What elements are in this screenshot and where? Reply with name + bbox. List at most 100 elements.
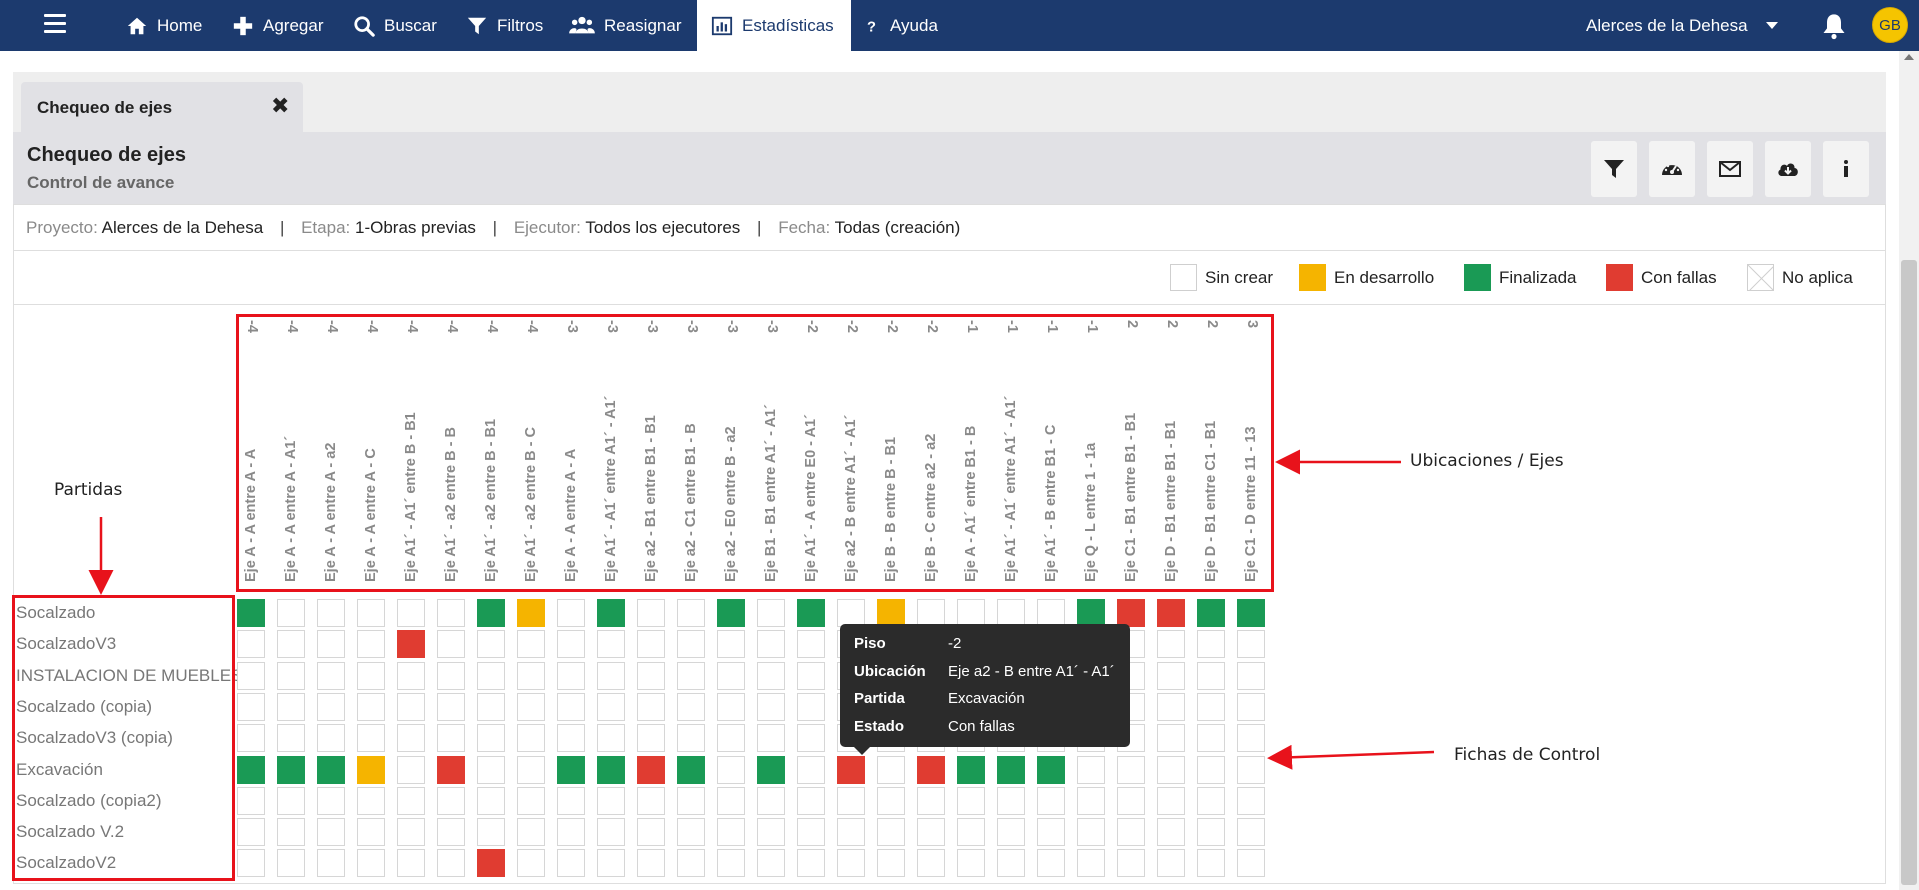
control-cell[interactable] xyxy=(797,724,825,753)
control-cell[interactable] xyxy=(757,849,785,878)
control-cell[interactable] xyxy=(917,599,945,627)
control-cell[interactable] xyxy=(677,818,705,847)
control-cell[interactable] xyxy=(1237,692,1265,721)
control-cell[interactable] xyxy=(877,818,905,847)
control-cell[interactable] xyxy=(797,692,825,721)
control-cell[interactable] xyxy=(517,724,545,753)
control-cell[interactable] xyxy=(717,661,745,690)
control-cell[interactable] xyxy=(237,724,265,753)
control-cell[interactable] xyxy=(677,849,705,878)
control-cell[interactable] xyxy=(397,692,425,721)
control-cell[interactable] xyxy=(277,755,305,784)
control-cell[interactable] xyxy=(1037,755,1065,784)
control-cell[interactable] xyxy=(677,630,705,659)
control-cell[interactable] xyxy=(1237,599,1265,627)
control-cell[interactable] xyxy=(557,849,585,878)
control-cell[interactable] xyxy=(557,599,585,627)
control-cell[interactable] xyxy=(757,630,785,659)
control-cell[interactable] xyxy=(557,755,585,784)
control-cell[interactable] xyxy=(1197,818,1225,847)
control-cell[interactable] xyxy=(237,818,265,847)
control-cell[interactable] xyxy=(637,661,665,690)
control-cell[interactable] xyxy=(517,849,545,878)
control-cell[interactable] xyxy=(1237,849,1265,878)
control-cell[interactable] xyxy=(1197,692,1225,721)
control-cell[interactable] xyxy=(357,661,385,690)
control-cell[interactable] xyxy=(597,849,625,878)
control-cell[interactable] xyxy=(637,630,665,659)
control-cell[interactable] xyxy=(917,849,945,878)
tab-chequeo-de-ejes[interactable]: Chequeo de ejes ✖ xyxy=(21,82,303,132)
control-cell[interactable] xyxy=(517,599,545,627)
control-cell[interactable] xyxy=(997,818,1025,847)
control-cell[interactable] xyxy=(397,849,425,878)
control-cell[interactable] xyxy=(477,786,505,815)
control-cell[interactable] xyxy=(757,599,785,627)
control-cell[interactable] xyxy=(237,786,265,815)
control-cell[interactable] xyxy=(557,786,585,815)
control-cell[interactable] xyxy=(1157,630,1185,659)
control-cell[interactable] xyxy=(717,849,745,878)
control-cell[interactable] xyxy=(837,755,865,784)
control-cell[interactable] xyxy=(1197,661,1225,690)
control-cell[interactable] xyxy=(637,849,665,878)
control-cell[interactable] xyxy=(1037,818,1065,847)
control-cell[interactable] xyxy=(477,630,505,659)
control-cell[interactable] xyxy=(397,724,425,753)
control-cell[interactable] xyxy=(837,786,865,815)
control-cell[interactable] xyxy=(397,786,425,815)
download-button[interactable] xyxy=(1765,141,1811,197)
nav-home[interactable]: Home xyxy=(126,0,202,51)
nav-buscar[interactable]: Buscar xyxy=(353,0,437,51)
control-cell[interactable] xyxy=(437,630,465,659)
control-cell[interactable] xyxy=(317,692,345,721)
control-cell[interactable] xyxy=(877,849,905,878)
control-cell[interactable] xyxy=(1197,724,1225,753)
control-cell[interactable] xyxy=(557,630,585,659)
control-cell[interactable] xyxy=(797,599,825,627)
control-cell[interactable] xyxy=(837,849,865,878)
control-cell[interactable] xyxy=(637,786,665,815)
control-cell[interactable] xyxy=(1237,661,1265,690)
control-cell[interactable] xyxy=(997,849,1025,878)
scrollbar-thumb[interactable] xyxy=(1901,260,1917,885)
control-cell[interactable] xyxy=(397,630,425,659)
control-cell[interactable] xyxy=(1117,755,1145,784)
control-cell[interactable] xyxy=(757,755,785,784)
control-cell[interactable] xyxy=(317,849,345,878)
control-cell[interactable] xyxy=(437,724,465,753)
control-cell[interactable] xyxy=(757,818,785,847)
control-cell[interactable] xyxy=(477,724,505,753)
control-cell[interactable] xyxy=(717,630,745,659)
user-avatar[interactable]: GB xyxy=(1872,7,1908,43)
control-cell[interactable] xyxy=(357,818,385,847)
control-cell[interactable] xyxy=(957,786,985,815)
control-cell[interactable] xyxy=(357,599,385,627)
control-cell[interactable] xyxy=(317,599,345,627)
control-cell[interactable] xyxy=(517,692,545,721)
control-cell[interactable] xyxy=(637,755,665,784)
control-cell[interactable] xyxy=(357,692,385,721)
control-cell[interactable] xyxy=(357,755,385,784)
control-cell[interactable] xyxy=(357,724,385,753)
control-cell[interactable] xyxy=(437,661,465,690)
control-cell[interactable] xyxy=(237,755,265,784)
control-cell[interactable] xyxy=(357,849,385,878)
control-cell[interactable] xyxy=(317,818,345,847)
control-cell[interactable] xyxy=(277,818,305,847)
control-cell[interactable] xyxy=(277,786,305,815)
control-cell[interactable] xyxy=(1237,818,1265,847)
control-cell[interactable] xyxy=(1077,599,1105,627)
control-cell[interactable] xyxy=(757,786,785,815)
control-cell[interactable] xyxy=(597,630,625,659)
nav-filtros[interactable]: Filtros xyxy=(466,0,543,51)
control-cell[interactable] xyxy=(637,599,665,627)
control-cell[interactable] xyxy=(437,849,465,878)
control-cell[interactable] xyxy=(517,630,545,659)
control-cell[interactable] xyxy=(597,692,625,721)
control-cell[interactable] xyxy=(437,818,465,847)
control-cell[interactable] xyxy=(357,786,385,815)
control-cell[interactable] xyxy=(797,849,825,878)
control-cell[interactable] xyxy=(317,724,345,753)
control-cell[interactable] xyxy=(677,692,705,721)
